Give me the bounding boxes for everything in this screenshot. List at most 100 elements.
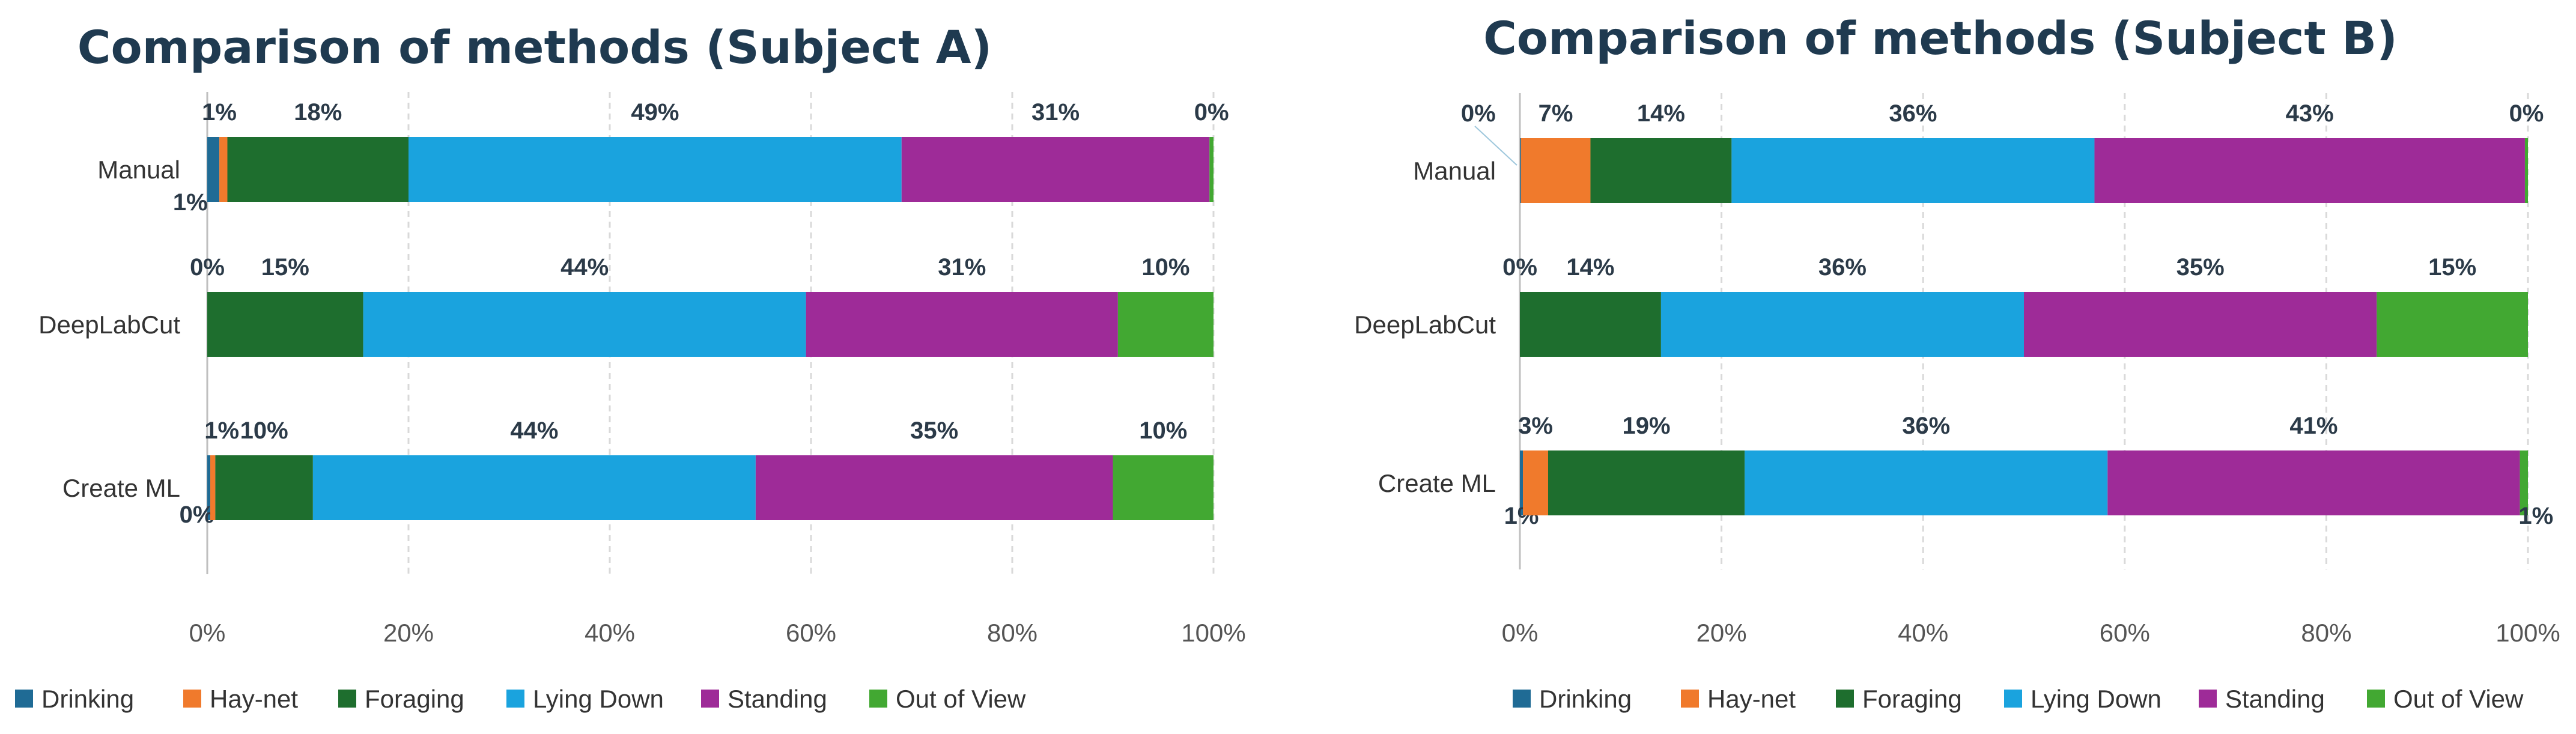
data-label: 31%: [1031, 99, 1080, 126]
data-label: 7%: [1539, 100, 1573, 127]
data-label: 0%: [1461, 100, 1496, 127]
legend-swatch: [2367, 690, 2385, 708]
x-tick-label: 60%: [2100, 619, 2150, 647]
category-label: DeepLabCut: [38, 311, 180, 339]
data-label: 19%: [1623, 413, 1671, 439]
bar-segment: [755, 455, 1113, 520]
x-tick-label: 100%: [2496, 619, 2560, 647]
bar-segment: [806, 292, 1118, 357]
bar-segment: [2524, 138, 2528, 203]
bar-segment: [1520, 138, 1521, 203]
category-label: DeepLabCut: [1354, 311, 1496, 339]
legend-label: Hay-net: [1707, 685, 1796, 713]
bar-segment: [1113, 455, 1214, 520]
bar-segment: [2024, 292, 2377, 357]
data-label: 1%: [204, 417, 239, 444]
category-label: Create ML: [1378, 469, 1496, 497]
data-label: 41%: [2289, 413, 2338, 439]
data-label: 35%: [2177, 254, 2225, 281]
legend-label: Hay-net: [210, 685, 298, 713]
data-label: 1%: [2518, 503, 2553, 529]
data-label: 35%: [910, 417, 958, 444]
category-label: Manual: [97, 156, 180, 184]
data-label: 0%: [2509, 100, 2544, 127]
bar-segment: [1590, 138, 1732, 203]
data-label: 10%: [240, 417, 288, 444]
data-label: 31%: [938, 254, 986, 281]
leader-line: [1474, 126, 1517, 166]
data-label: 14%: [1566, 254, 1614, 281]
bar-segment: [901, 137, 1210, 202]
data-label: 43%: [2286, 100, 2334, 127]
bar-segment: [1523, 450, 1548, 515]
bar-segment: [207, 455, 211, 520]
legend-swatch: [1681, 690, 1699, 708]
bar-segment: [210, 455, 216, 520]
bar-segment: [207, 292, 363, 357]
legend-label: Drinking: [1539, 685, 1632, 713]
bar-segment: [1660, 292, 2024, 357]
data-label: 0%: [1194, 99, 1229, 126]
data-label: 0%: [1502, 254, 1537, 281]
bar-segment: [312, 455, 756, 520]
data-label: 36%: [1889, 100, 1937, 127]
chart-subject-a: Comparison of methods (Subject A) 0% 20% 4…: [15, 20, 1246, 713]
data-label: 18%: [294, 99, 342, 126]
bar-segment: [1117, 292, 1214, 357]
data-label: 0%: [180, 502, 214, 528]
x-tick-label: 0%: [189, 619, 226, 647]
bar-segment: [1548, 450, 1745, 515]
legend-label: Out of View: [2393, 685, 2524, 713]
data-label: 36%: [1902, 413, 1950, 439]
data-label: 10%: [1139, 417, 1187, 444]
bar-segment: [227, 137, 409, 202]
legend-label: Out of View: [896, 685, 1026, 713]
legend-label: Drinking: [41, 685, 134, 713]
legend-swatch: [869, 690, 887, 708]
x-tick-label: 80%: [2301, 619, 2351, 647]
x-tick-label: 40%: [585, 619, 635, 647]
legend-swatch: [701, 690, 719, 708]
x-tick-label: 0%: [1502, 619, 1539, 647]
legend-label: Lying Down: [533, 685, 664, 713]
bar-segment: [1520, 450, 1523, 515]
x-tick-label: 20%: [1697, 619, 1747, 647]
legend-swatch: [338, 690, 356, 708]
legend-label: Foraging: [365, 685, 464, 713]
data-label: 1%: [202, 99, 237, 126]
bar-segment: [363, 292, 806, 357]
data-label: 1%: [173, 189, 208, 216]
data-label: 44%: [510, 417, 558, 444]
legend-swatch: [183, 690, 201, 708]
bar-segment: [215, 455, 313, 520]
bar-segment: [409, 137, 902, 202]
legend-swatch: [1836, 690, 1854, 708]
data-label: 0%: [190, 254, 225, 281]
data-label: 3%: [1518, 413, 1553, 439]
bar-segment: [1745, 450, 2108, 515]
legend-swatch: [2004, 690, 2022, 708]
legend-label: Lying Down: [2031, 685, 2161, 713]
data-label: 15%: [2428, 254, 2476, 281]
bar-segment: [2520, 450, 2528, 515]
legend-label: Foraging: [1862, 685, 1962, 713]
data-label: 49%: [631, 99, 679, 126]
chart-title: Comparison of methods (Subject A): [77, 20, 992, 74]
chart-subject-b: Comparison of methods (Subject B) 0% 20% 4…: [1354, 11, 2560, 713]
x-tick-label: 20%: [383, 619, 434, 647]
data-label: 36%: [1818, 254, 1867, 281]
x-tick-label: 100%: [1181, 619, 1245, 647]
legend-swatch: [1513, 690, 1531, 708]
legend-label: Standing: [728, 685, 827, 713]
x-tick-label: 80%: [987, 619, 1037, 647]
bar-segment: [219, 137, 228, 202]
chart-title: Comparison of methods (Subject B): [1483, 11, 2398, 65]
bar-segment: [207, 137, 220, 202]
legend-swatch: [2199, 690, 2217, 708]
bar-segment: [2107, 450, 2520, 515]
legend-swatch: [15, 690, 33, 708]
legend-label: Standing: [2225, 685, 2325, 713]
x-tick-label: 40%: [1898, 619, 1948, 647]
bar-segment: [1520, 292, 1661, 357]
